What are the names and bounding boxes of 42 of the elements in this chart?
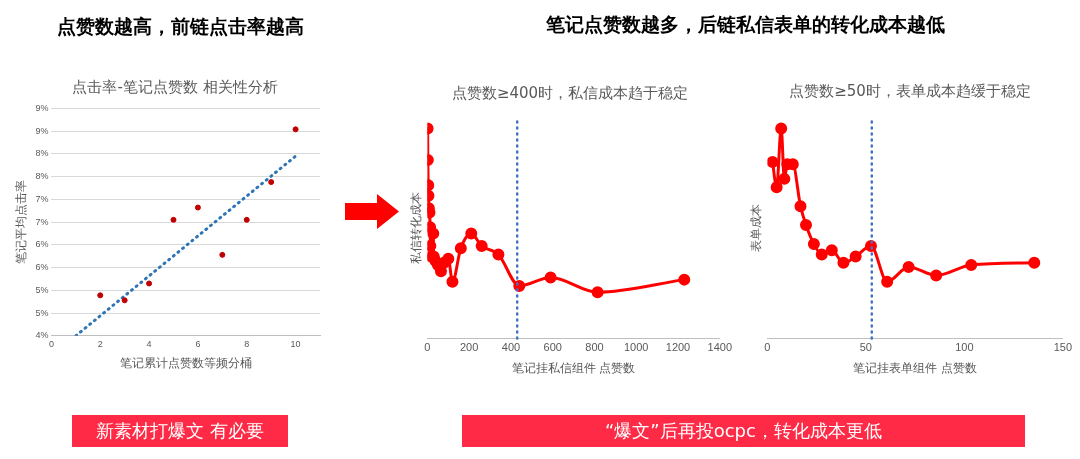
y-tick-label: 9% (35, 125, 49, 136)
y-tick-label: 5% (35, 284, 49, 295)
chart-title: 点赞数越高，前链点击率越高 (55, 14, 305, 39)
x-tick-label: 50 (859, 341, 872, 354)
y-axis-title: 私信转化成本 (408, 192, 423, 265)
chart-subtitle: 点赞数≥50时，表单成本趋缓于稳定 (788, 82, 1032, 101)
x-tick-label: 1200 (665, 341, 691, 354)
y-tick-label: 6% (35, 262, 49, 273)
chart-subtitle: 点赞数≥400时，私信成本趋于稳定 (450, 84, 690, 103)
x-tick-label: 400 (501, 341, 521, 354)
y-tick-label: 5% (35, 307, 49, 318)
y-axis-title: 表单成本 (748, 204, 763, 253)
x-tick-label: 600 (543, 341, 562, 354)
y-tick-label: 9% (35, 102, 49, 113)
y-axis-title: 笔记平均点击率 (13, 180, 28, 265)
y-tick-label: 7% (35, 193, 49, 204)
y-tick-label: 8% (35, 148, 49, 159)
x-tick-label: 800 (585, 341, 604, 354)
x-axis-title: 笔记挂私信组件 点赞数 (511, 361, 636, 376)
text: “爆文”后再投ocpc，转化成本更低 (462, 415, 1025, 447)
x-tick-label: 0 (48, 338, 54, 349)
x-tick-label: 0 (764, 341, 771, 354)
x-tick-label: 100 (955, 341, 974, 354)
chart-title: 笔记点赞数越多，后链私信表单的转化成本越低 (544, 12, 946, 37)
x-tick-label: 1400 (707, 341, 733, 354)
y-tick-label: 8% (35, 171, 49, 182)
x-tick-label: 6 (195, 338, 201, 349)
x-tick-label: 10 (290, 338, 301, 349)
x-axis-title: 笔记挂表单组件 点赞数 (853, 361, 977, 376)
x-tick-label: 8 (244, 338, 250, 349)
y-tick-label: 4% (35, 330, 49, 341)
x-tick-label: 1000 (623, 341, 649, 354)
x-axis-title: 笔记累计点赞数等频分桶 (119, 356, 252, 371)
x-tick-label: 0 (424, 341, 431, 354)
text: 新素材打爆文 有必要 (72, 415, 288, 447)
x-tick-label: 200 (459, 341, 479, 354)
chart-subtitle: 点击率-笔记点赞数 相关性分析 (71, 78, 279, 97)
y-tick-label: 7% (35, 216, 49, 227)
x-tick-label: 4 (146, 338, 152, 349)
y-tick-label: 6% (35, 239, 49, 250)
x-tick-label: 2 (97, 338, 103, 349)
x-tick-label: 150 (1053, 341, 1072, 354)
